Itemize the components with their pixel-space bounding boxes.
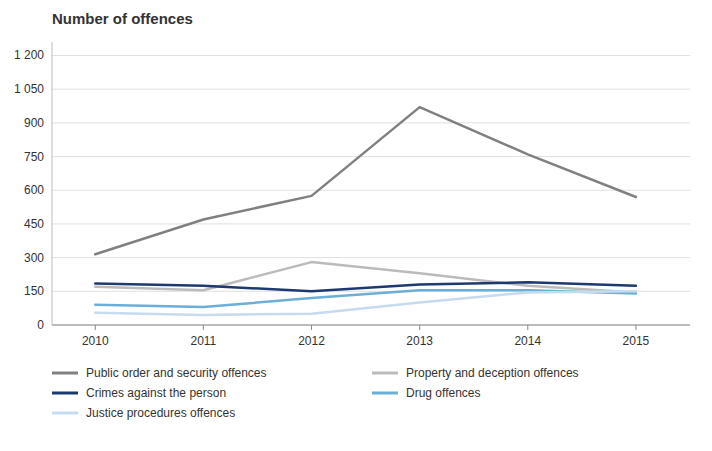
grid-line xyxy=(52,89,690,90)
legend-label: Public order and security offences xyxy=(86,366,267,380)
legend-label: Drug offences xyxy=(406,386,481,400)
x-tick xyxy=(635,325,636,330)
x-tick-label: 2011 xyxy=(190,334,216,348)
x-tick-label: 2013 xyxy=(406,334,433,348)
grid-line xyxy=(52,122,690,123)
y-tick-label: 750 xyxy=(24,150,44,164)
x-axis-line xyxy=(52,325,690,326)
series-line xyxy=(95,262,636,292)
x-tick xyxy=(203,325,204,330)
y-tick-label: 1 200 xyxy=(14,48,44,62)
legend-label: Property and deception offences xyxy=(406,366,579,380)
x-tick-label: 2010 xyxy=(82,334,109,348)
y-tick-label: 150 xyxy=(24,284,44,298)
chart-title: Number of offences xyxy=(52,10,193,27)
x-tick xyxy=(95,325,96,330)
legend-swatch xyxy=(52,412,78,415)
chart-svg: Number of offences 0 150 300 450 600 750 900 1 0… xyxy=(0,0,712,451)
x-tick xyxy=(311,325,312,330)
y-grid xyxy=(52,55,690,325)
x-tick-label: 2015 xyxy=(623,334,650,348)
y-tick-label: 450 xyxy=(24,217,44,231)
series-line xyxy=(95,291,636,315)
grid-line xyxy=(52,257,690,258)
y-tick-label: 0 xyxy=(37,318,44,332)
series-line xyxy=(95,107,636,254)
x-tick xyxy=(419,325,420,330)
y-tick-label: 300 xyxy=(24,251,44,265)
grid-line xyxy=(52,55,690,56)
series-lines xyxy=(95,107,636,315)
y-axis-line xyxy=(52,42,53,325)
grid-line xyxy=(52,223,690,224)
y-tick-label: 600 xyxy=(24,183,44,197)
x-tick xyxy=(527,325,528,330)
grid-line xyxy=(52,156,690,157)
y-tick-label: 900 xyxy=(24,116,44,130)
x-tick-label: 2014 xyxy=(514,334,541,348)
legend-swatch xyxy=(52,392,78,395)
legend-swatch xyxy=(372,372,398,375)
y-tick-label: 1 050 xyxy=(14,82,44,96)
legend: Public order and security offences Proper… xyxy=(52,366,579,420)
legend-swatch xyxy=(52,372,78,375)
legend-label: Justice procedures offences xyxy=(86,406,235,420)
legend-swatch xyxy=(372,392,398,395)
grid-line xyxy=(52,325,690,326)
chart-container: Number of offences 0 150 300 450 600 750 900 1 0… xyxy=(0,0,712,451)
grid-line xyxy=(52,190,690,191)
x-tick-label: 2012 xyxy=(298,334,325,348)
legend-label: Crimes against the person xyxy=(86,386,226,400)
